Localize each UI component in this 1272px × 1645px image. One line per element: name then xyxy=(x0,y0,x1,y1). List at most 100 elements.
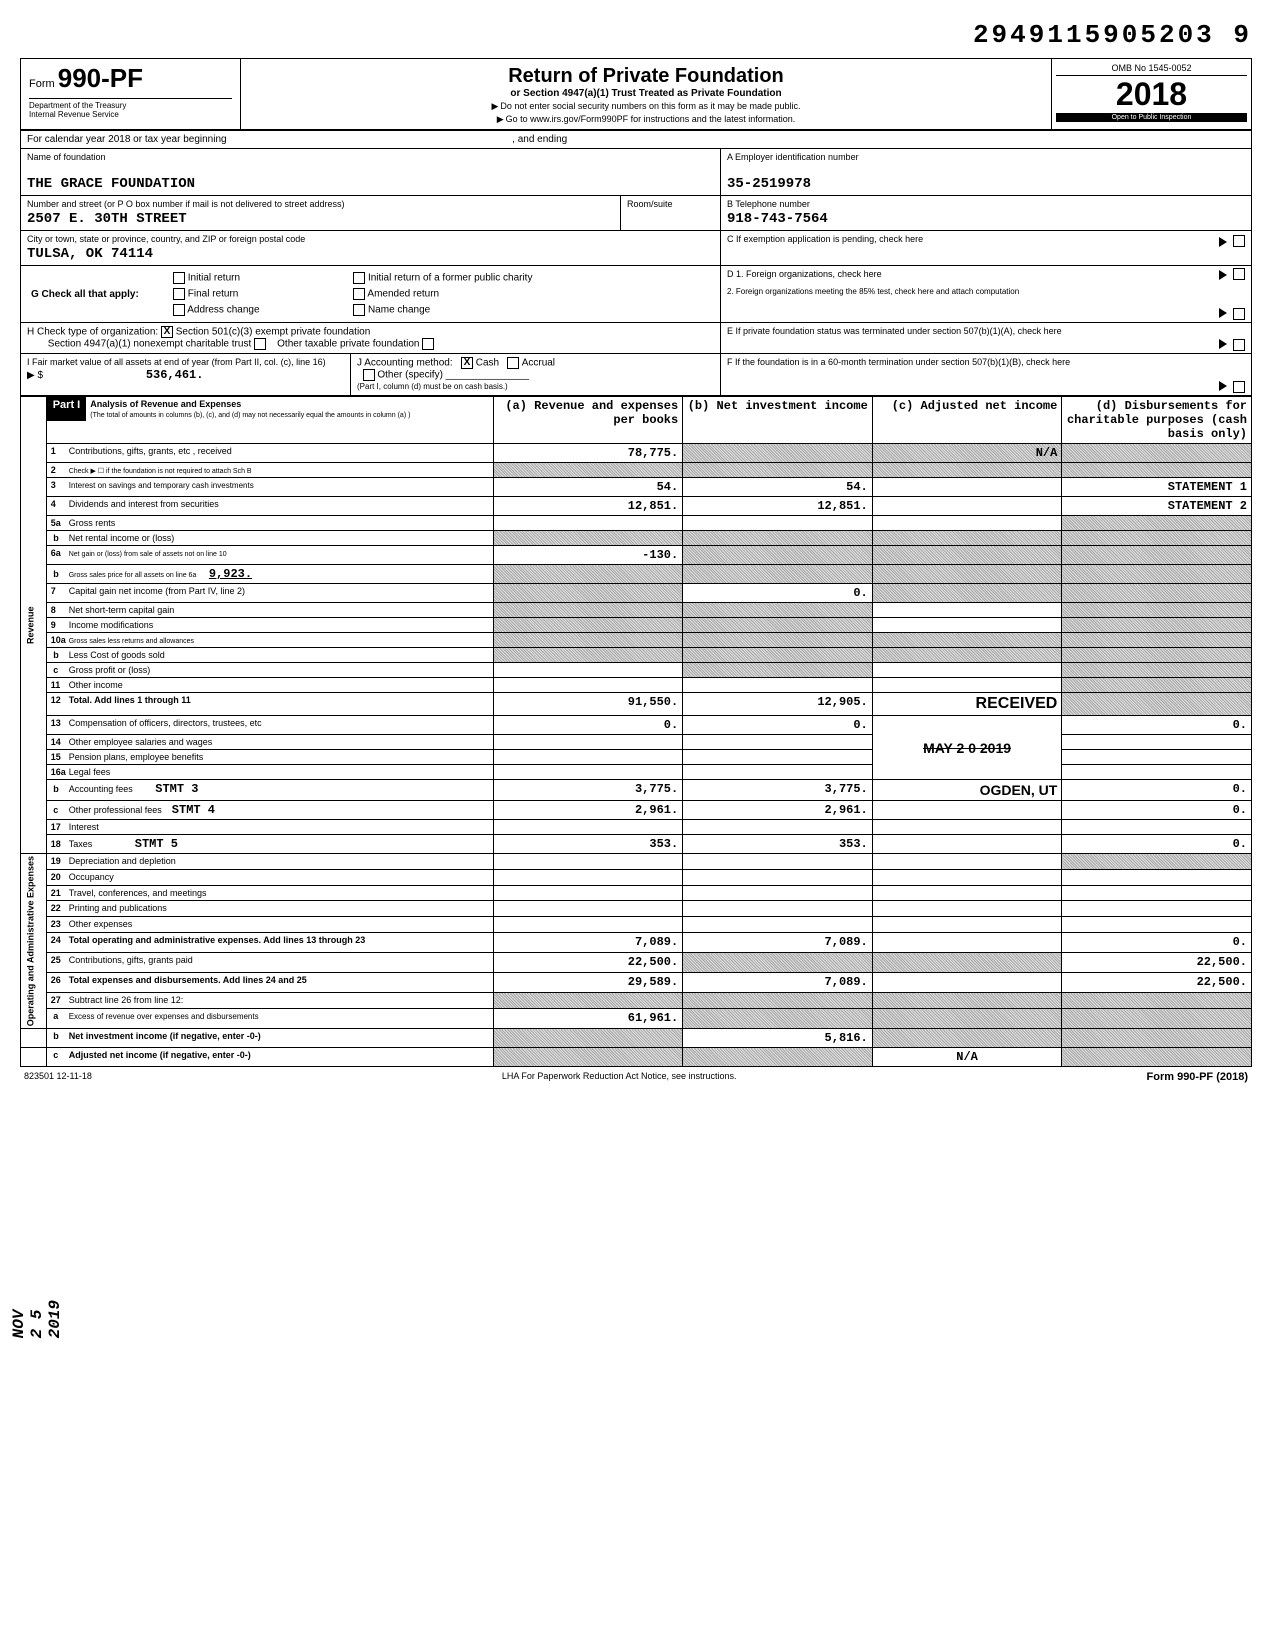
line-20: 20Occupancy xyxy=(21,869,1252,885)
line-27a: aExcess of revenue over expenses and dis… xyxy=(21,1009,1252,1029)
ein-value: 35-2519978 xyxy=(727,176,1245,192)
address-change-label: Address change xyxy=(187,305,259,316)
name-change-checkbox[interactable] xyxy=(353,304,365,316)
line-22: 22Printing and publications xyxy=(21,901,1252,917)
col-a-header: (a) Revenue and expenses per books xyxy=(493,397,683,444)
city-c-row: City or town, state or province, country… xyxy=(20,231,1252,266)
h-opt3-label: Other taxable private foundation xyxy=(277,339,419,350)
h-opt1-label: Section 501(c)(3) exempt private foundat… xyxy=(176,327,371,338)
c-cell: C If exemption application is pending, c… xyxy=(721,231,1251,265)
dln-number: 2949115905203 9 xyxy=(20,20,1252,50)
j-cash-checkbox[interactable]: X xyxy=(461,357,473,369)
tel-label: B Telephone number xyxy=(727,199,1245,209)
f-label: F If the foundation is in a 60-month ter… xyxy=(727,357,1070,367)
ein-cell: A Employer identification number 35-2519… xyxy=(721,149,1251,195)
initial-public-checkbox[interactable] xyxy=(353,272,365,284)
final-return-checkbox[interactable] xyxy=(173,288,185,300)
revenue-vertical-label: Revenue xyxy=(21,397,47,854)
line-26: 26Total expenses and disbursements. Add … xyxy=(21,973,1252,993)
i-j-f-row: I Fair market value of all assets at end… xyxy=(20,354,1252,396)
line-6a: 6aNet gain or (loss) from sale of assets… xyxy=(21,546,1252,565)
j-other-checkbox[interactable] xyxy=(363,369,375,381)
j-other-label: Other (specify) xyxy=(377,370,443,381)
footer-code: 823501 12-11-18 xyxy=(24,1071,92,1083)
initial-return-label: Initial return xyxy=(188,273,240,284)
line-7: 7Capital gain net income (from Part IV, … xyxy=(21,584,1252,603)
g-d-row: G Check all that apply: Initial return I… xyxy=(20,266,1252,323)
f-checkbox[interactable] xyxy=(1233,381,1245,393)
inspection-label: Open to Public Inspection xyxy=(1056,113,1247,122)
h-opt2-label: Section 4947(a)(1) nonexempt charitable … xyxy=(48,339,251,350)
line-14: 14Other employee salaries and wages xyxy=(21,735,1252,750)
line-27c: cAdjusted net income (if negative, enter… xyxy=(21,1048,1252,1067)
tax-year: 2018 xyxy=(1056,76,1247,113)
received-stamp-date: MAY 2 0 2019 xyxy=(923,740,1011,756)
line-6b: bGross sales price for all assets on lin… xyxy=(21,565,1252,584)
form-footer: 823501 12-11-18 LHA For Paperwork Reduct… xyxy=(20,1071,1252,1083)
e-checkbox[interactable] xyxy=(1233,339,1245,351)
line-5a: 5aGross rents xyxy=(21,516,1252,531)
foundation-name-cell: Name of foundation THE GRACE FOUNDATION xyxy=(21,149,721,195)
form-page: 2949115905203 9 Form 990-PF Department o… xyxy=(20,20,1252,1083)
arrow-icon xyxy=(1219,339,1227,349)
final-return-label: Final return xyxy=(188,289,239,300)
footer-notice: LHA For Paperwork Reduction Act Notice, … xyxy=(502,1071,737,1083)
col-d-header: (d) Disbursements for charitable purpose… xyxy=(1062,397,1252,444)
form-header: Form 990-PF Department of the TreasuryIn… xyxy=(20,58,1252,131)
initial-return-checkbox[interactable] xyxy=(173,272,185,284)
c-label: C If exemption application is pending, c… xyxy=(727,234,923,244)
line-24: 24Total operating and administrative exp… xyxy=(21,933,1252,953)
line-10b: bLess Cost of goods sold xyxy=(21,648,1252,663)
initial-public-label: Initial return of a former public charit… xyxy=(368,273,533,284)
j-accrual-label: Accrual xyxy=(522,358,555,369)
part1-subtitle: (The total of amounts in columns (b), (c… xyxy=(90,412,410,419)
line-25: 25Contributions, gifts, grants paid22,50… xyxy=(21,953,1252,973)
room-label: Room/suite xyxy=(627,199,714,209)
address-change-checkbox[interactable] xyxy=(173,304,185,316)
d2-checkbox[interactable] xyxy=(1233,308,1245,320)
h-label: H Check type of organization: xyxy=(27,327,158,338)
form-note1: Do not enter social security numbers on … xyxy=(249,101,1043,112)
foundation-name: THE GRACE FOUNDATION xyxy=(27,176,714,192)
arrow-icon xyxy=(1219,308,1227,318)
line-1: 1Contributions, gifts, grants, etc , rec… xyxy=(21,444,1252,463)
f-cell: F If the foundation is in a 60-month ter… xyxy=(721,354,1251,395)
line-3: 3Interest on savings and temporary cash … xyxy=(21,478,1252,497)
j-note: (Part I, column (d) must be on cash basi… xyxy=(357,382,508,391)
j-accrual-checkbox[interactable] xyxy=(507,357,519,369)
h-other-checkbox[interactable] xyxy=(422,338,434,350)
line-16a: 16aLegal fees xyxy=(21,765,1252,780)
tel-value: 918-743-7564 xyxy=(727,211,1245,227)
part1-table: Revenue Part I Analysis of Revenue and E… xyxy=(20,396,1252,1067)
g-label: G Check all that apply: xyxy=(31,289,139,300)
amended-return-label: Amended return xyxy=(367,289,439,300)
h-501c3-checkbox[interactable]: X xyxy=(161,326,173,338)
line-19: 19Depreciation and depletion xyxy=(46,854,493,870)
line-12: 12Total. Add lines 1 through 1191,550.12… xyxy=(21,693,1252,716)
c-checkbox[interactable] xyxy=(1233,235,1245,247)
part1-header: Part I xyxy=(47,397,87,421)
city-cell: City or town, state or province, country… xyxy=(21,231,721,265)
line-4: 4Dividends and interest from securities1… xyxy=(21,497,1252,516)
address-label: Number and street (or P O box number if … xyxy=(27,199,614,209)
j-cash-label: Cash xyxy=(476,358,499,369)
col-b-header: (b) Net investment income xyxy=(683,397,873,444)
omb-number: OMB No 1545-0052 xyxy=(1056,63,1247,76)
arrow-icon xyxy=(1219,270,1227,280)
arrow-icon xyxy=(1219,381,1227,391)
i-cell: I Fair market value of all assets at end… xyxy=(21,354,351,395)
name-label: Name of foundation xyxy=(27,152,714,162)
j-label: J Accounting method: xyxy=(357,358,453,369)
form-title: Return of Private Foundation xyxy=(249,65,1043,88)
line-16c: cOther professional fees STMT 42,961.2,9… xyxy=(21,801,1252,820)
e-label: E If private foundation status was termi… xyxy=(727,326,1062,336)
d1-checkbox[interactable] xyxy=(1233,268,1245,280)
line-16b: bAccounting fees STMT 33,775.3,775.OGDEN… xyxy=(21,780,1252,801)
h-4947-checkbox[interactable] xyxy=(254,338,266,350)
part1-title: Analysis of Revenue and Expenses xyxy=(90,399,241,409)
form-note2: Go to www.irs.gov/Form990PF for instruct… xyxy=(249,114,1043,125)
line-21: 21Travel, conferences, and meetings xyxy=(21,885,1252,901)
name-ein-row: Name of foundation THE GRACE FOUNDATION … xyxy=(20,149,1252,196)
amended-return-checkbox[interactable] xyxy=(353,288,365,300)
col-c-header: (c) Adjusted net income xyxy=(872,397,1062,444)
